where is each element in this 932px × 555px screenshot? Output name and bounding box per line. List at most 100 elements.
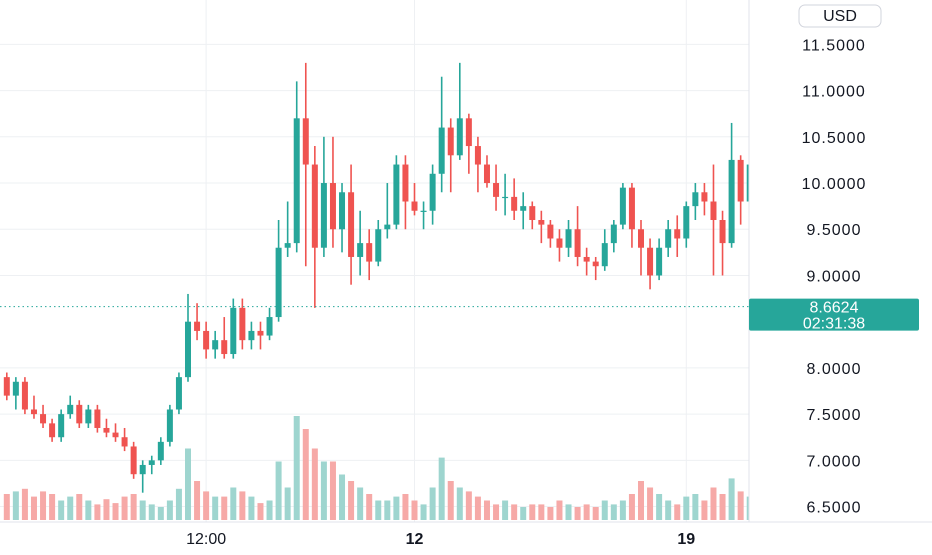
candle-body: [665, 229, 672, 248]
candle-body: [257, 330, 264, 336]
candle-body: [447, 127, 454, 156]
price-tick-label: 9.0000: [807, 268, 862, 285]
candle-body: [511, 196, 518, 211]
volume-bar: [665, 500, 672, 520]
volume-bar: [112, 503, 119, 520]
candle-body: [574, 229, 581, 257]
volume-bar: [239, 491, 246, 520]
candle-body: [420, 210, 427, 212]
volume-bar: [284, 487, 291, 520]
candle-body: [592, 261, 599, 267]
candle-body: [438, 127, 445, 174]
volume-bar: [302, 429, 309, 520]
candle-body: [737, 159, 744, 202]
candle-body: [547, 224, 554, 239]
candle-body: [203, 330, 210, 350]
candle-body: [520, 206, 527, 211]
candle-body: [157, 441, 164, 461]
candle-body: [85, 409, 92, 424]
candle-body: [248, 330, 255, 341]
volume-bar: [257, 503, 264, 520]
candle-body: [638, 229, 644, 248]
current-price-tag: 8.6624 02:31:38: [749, 298, 919, 333]
volume-bars: [3, 416, 862, 520]
candle-body: [538, 220, 545, 225]
volume-bar: [393, 496, 400, 520]
volume-bar: [166, 500, 173, 520]
candle-body: [139, 464, 146, 475]
volume-bar: [221, 496, 228, 520]
countdown-timer: 02:31:38: [803, 316, 865, 333]
candle-body: [583, 256, 590, 262]
candle-body: [212, 340, 219, 350]
volume-bar: [483, 500, 490, 520]
candle-body: [647, 247, 654, 276]
volume-bar: [683, 496, 690, 520]
candle-body: [21, 381, 28, 410]
candle-body: [67, 404, 74, 415]
volume-bar: [266, 500, 273, 520]
volume-bar: [157, 507, 164, 520]
volume-bar: [574, 507, 581, 520]
candle-body: [339, 192, 346, 230]
candle-body: [175, 377, 182, 410]
volume-bar: [601, 500, 608, 520]
candle-body: [628, 187, 635, 230]
current-price-value: 8.6624: [810, 300, 859, 317]
candle-body: [302, 118, 309, 165]
currency-badge[interactable]: USD: [798, 4, 882, 28]
candle-body: [483, 164, 490, 184]
volume-bar: [737, 491, 744, 520]
price-axis[interactable]: [748, 0, 932, 550]
candle-body: [239, 307, 246, 341]
time-tick-label: 19: [677, 531, 695, 548]
volume-bar: [103, 499, 110, 520]
candle-body: [411, 201, 418, 211]
volume-bar: [175, 488, 182, 520]
candle-body: [719, 220, 726, 244]
candle-body: [121, 437, 128, 447]
volume-bar: [85, 500, 92, 520]
volume-bar: [366, 494, 373, 520]
volume-bar: [130, 494, 137, 520]
price-tick-label: 7.0000: [807, 453, 862, 470]
currency-label: USD: [823, 8, 857, 25]
time-tick-label: 12:00: [186, 531, 226, 548]
volume-bar: [565, 504, 572, 520]
volume-bar: [203, 491, 210, 520]
candle-body: [275, 247, 282, 318]
volume-bar: [638, 481, 644, 520]
candle-body: [674, 229, 681, 239]
volume-bar: [248, 496, 255, 520]
candle-body: [112, 432, 119, 438]
volume-bar: [592, 507, 599, 520]
volume-bar: [583, 504, 590, 520]
volume-bar: [619, 500, 626, 520]
volume-bar: [420, 504, 427, 520]
volume-bar: [429, 487, 436, 520]
candle-body: [284, 243, 291, 248]
candle-body: [402, 164, 409, 202]
candle-body: [40, 414, 47, 424]
price-tick-label: 7.5000: [807, 407, 862, 424]
volume-bar: [502, 500, 509, 520]
candle-body: [94, 409, 101, 428]
candle-body: [692, 192, 699, 207]
candle-body: [357, 243, 364, 257]
volume-bar: [710, 487, 717, 520]
volume-bar: [67, 496, 74, 520]
volume-bar: [12, 491, 19, 520]
volume-bar: [275, 461, 282, 520]
price-tick-label: 8.0000: [807, 361, 862, 378]
candle-body: [293, 118, 300, 244]
candle-body: [656, 247, 663, 276]
volume-bar: [21, 488, 28, 520]
candle-body: [185, 321, 191, 378]
volume-bar: [520, 507, 527, 520]
candle-body: [366, 243, 373, 262]
grid: [0, 0, 749, 522]
candle-body: [556, 238, 563, 248]
time-axis[interactable]: 12:00 12 19: [186, 531, 695, 548]
